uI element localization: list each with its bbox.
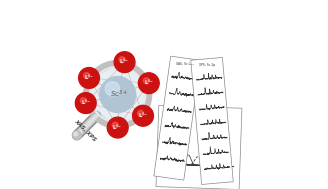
Circle shape <box>107 117 128 138</box>
Text: L$^{\delta-}$: L$^{\delta-}$ <box>119 57 130 66</box>
Circle shape <box>100 77 136 112</box>
Bar <box>154 56 201 180</box>
Text: L$^{\delta-}$: L$^{\delta-}$ <box>84 73 94 82</box>
Bar <box>156 105 242 189</box>
Circle shape <box>119 57 125 63</box>
Circle shape <box>84 73 90 79</box>
Circle shape <box>75 93 96 113</box>
Text: L$^{\delta-}$: L$^{\delta-}$ <box>81 98 91 107</box>
Text: Sc$^{3+}$: Sc$^{3+}$ <box>110 89 128 100</box>
Text: XAS, XPS: XAS, XPS <box>73 118 97 142</box>
Circle shape <box>137 110 144 116</box>
Circle shape <box>138 73 159 94</box>
Circle shape <box>74 132 78 136</box>
Circle shape <box>133 105 154 126</box>
Circle shape <box>79 68 99 88</box>
Text: XPS, Sc 2p: XPS, Sc 2p <box>199 63 215 67</box>
Text: L$^{\delta-}$: L$^{\delta-}$ <box>144 78 154 88</box>
Circle shape <box>112 122 118 128</box>
Circle shape <box>80 98 86 104</box>
Text: XAS, Sc L₂,₃: XAS, Sc L₂,₃ <box>176 62 194 66</box>
Circle shape <box>105 82 120 96</box>
Circle shape <box>143 78 149 84</box>
Circle shape <box>114 52 135 73</box>
Text: L$^{\delta-}$: L$^{\delta-}$ <box>138 111 148 120</box>
Text: L$^{\delta-}$: L$^{\delta-}$ <box>113 122 123 132</box>
Bar <box>191 57 233 184</box>
Circle shape <box>73 131 81 139</box>
Circle shape <box>87 63 149 126</box>
